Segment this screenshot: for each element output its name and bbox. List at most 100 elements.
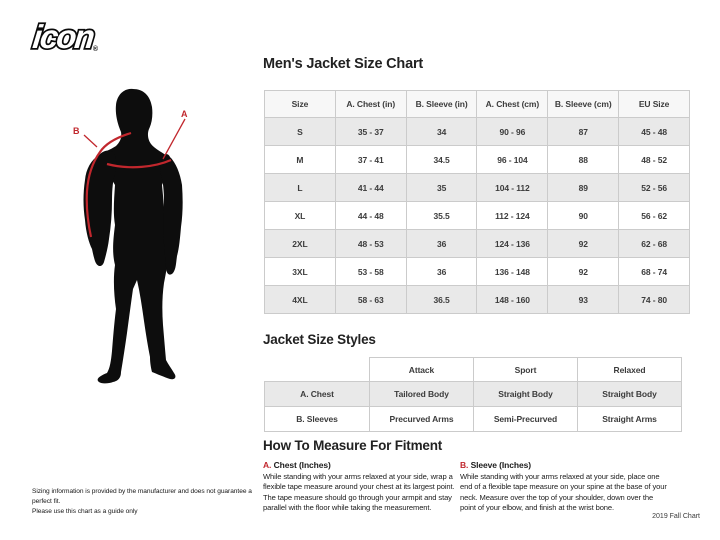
label-b: B — [73, 126, 80, 136]
column-header: EU Size — [618, 90, 690, 118]
table-cell: 56 - 62 — [618, 201, 690, 230]
table-cell: 62 - 68 — [618, 229, 690, 258]
table-cell: Straight Body — [577, 381, 682, 407]
measure-section-chest: A. Chest (Inches) While standing with yo… — [263, 460, 460, 514]
column-header: Relaxed — [577, 357, 682, 382]
table-cell: 36.5 — [405, 285, 478, 314]
column-header: A. Chest (cm) — [476, 90, 549, 118]
table-cell: 148 - 160 — [476, 285, 549, 314]
table-cell: 89 — [547, 173, 620, 202]
disclaimer-line-1: Sizing information is provided by the ma… — [32, 488, 252, 506]
header-row: Size A. Chest (in) B. Sleeve (in) A. Chest … — [264, 90, 690, 118]
column-header: B. Sleeve (cm) — [547, 90, 620, 118]
header-row: Attack Sport Relaxed — [265, 357, 682, 382]
table-cell: 36 — [405, 229, 478, 258]
table-cell: 45 - 48 — [618, 117, 690, 146]
disclaimer-line-2: Please use this chart as a guide only — [32, 508, 138, 516]
table-cell: 136 - 148 — [476, 257, 549, 286]
table-row: 3XL 53 - 58 36 136 - 148 92 68 - 74 — [264, 257, 690, 286]
edition-label: 2019 Fall Chart — [652, 513, 700, 520]
table-cell: 34.5 — [405, 145, 478, 174]
column-header: A. Chest (in) — [334, 90, 407, 118]
table-row: M 37 - 41 34.5 96 - 104 88 48 - 52 — [264, 145, 690, 174]
styles-chart-table: Attack Sport Relaxed A. Chest Tailored Body… — [264, 357, 682, 432]
table-cell: Straight Body — [473, 381, 578, 407]
measure-section-sleeve: B. Sleeve (Inches) While standing with y… — [460, 460, 667, 514]
table-row: L 41 - 44 35 104 - 112 89 52 - 56 — [264, 173, 690, 202]
table-cell: 68 - 74 — [618, 257, 690, 286]
table-cell: 96 - 104 — [476, 145, 549, 174]
table-cell: 74 - 80 — [618, 285, 690, 314]
table-cell: 36 — [405, 257, 478, 286]
table-cell: 48 - 52 — [618, 145, 690, 174]
table-cell: 37 - 41 — [334, 145, 407, 174]
table-cell: 92 — [547, 257, 620, 286]
table-cell: Straight Arms — [577, 406, 682, 432]
size-chart-body: S 35 - 37 34 90 - 96 87 45 - 48 M 37 - 41 34.5 96… — [264, 117, 690, 314]
sleeve-measure-line — [85, 131, 132, 238]
table-cell: 93 — [547, 285, 620, 314]
table-cell: 112 - 124 — [476, 201, 549, 230]
table-row: 2XL 48 - 53 36 124 - 136 92 62 - 68 — [264, 229, 690, 258]
b-pointer-line — [83, 134, 98, 148]
table-cell: S — [264, 117, 336, 146]
blank-corner-cell — [265, 358, 370, 382]
measure-chest-body: While standing with your arms relaxed at… — [263, 472, 455, 513]
size-chart-title: Men's Jacket Size Chart — [263, 56, 424, 72]
column-header: Size — [264, 90, 336, 118]
table-cell: M — [264, 145, 336, 174]
table-cell: 87 — [547, 117, 620, 146]
table-row: B. Sleeves Precurved Arms Semi-Precurved St… — [264, 406, 682, 432]
table-cell: Semi-Precurved — [473, 406, 578, 432]
measure-sleeve-body: While standing with your arms relaxed at… — [460, 472, 667, 513]
table-cell: 34 — [405, 117, 478, 146]
table-cell: 124 - 136 — [476, 229, 549, 258]
table-cell: A. Chest — [264, 381, 370, 407]
column-header: Sport — [473, 357, 578, 382]
table-cell: 53 - 58 — [334, 257, 407, 286]
size-chart-header: Size A. Chest (in) B. Sleeve (in) A. Chest … — [264, 90, 690, 118]
table-cell: B. Sleeves — [264, 406, 370, 432]
measure-chest-heading-text: Chest (Inches) — [273, 460, 331, 470]
table-cell: 35 — [405, 173, 478, 202]
table-cell: L — [264, 173, 336, 202]
column-header: Attack — [369, 357, 474, 382]
body-silhouette-icon — [83, 88, 183, 384]
table-cell: 92 — [547, 229, 620, 258]
registered-trademark-icon: ® — [92, 46, 99, 53]
measurement-figure: A B — [73, 88, 188, 384]
table-row: XL 44 - 48 35.5 112 - 124 90 56 - 62 — [264, 201, 690, 230]
measurement-lines — [83, 118, 186, 238]
table-cell: 90 — [547, 201, 620, 230]
table-cell: 44 - 48 — [334, 201, 407, 230]
size-chart-table: Size A. Chest (in) B. Sleeve (in) A. Chest … — [264, 90, 690, 314]
table-cell: 48 - 53 — [334, 229, 407, 258]
table-cell: 35 - 37 — [334, 117, 407, 146]
chest-measure-line — [106, 158, 172, 169]
a-pointer-line — [162, 118, 186, 160]
table-cell: XL — [264, 201, 336, 230]
styles-chart-body: A. Chest Tailored Body Straight Body Straig… — [264, 381, 682, 432]
table-cell: 35.5 — [405, 201, 478, 230]
table-cell: 58 - 63 — [334, 285, 407, 314]
table-cell: 3XL — [264, 257, 336, 286]
measure-sleeve-heading-text: Sleeve (Inches) — [470, 460, 532, 470]
table-row: A. Chest Tailored Body Straight Body Straig… — [264, 381, 682, 407]
styles-chart-title: Jacket Size Styles — [263, 332, 376, 347]
table-cell: Precurved Arms — [369, 406, 474, 432]
disclaimer-text: Sizing information is provided by the ma… — [32, 487, 252, 518]
measure-sleeve-heading: B. Sleeve (Inches) — [460, 460, 667, 470]
styles-chart-header: Attack Sport Relaxed — [265, 357, 682, 382]
table-cell: 90 - 96 — [476, 117, 549, 146]
column-header: B. Sleeve (in) — [405, 90, 478, 118]
measure-title: How To Measure For Fitment — [263, 438, 443, 453]
measure-sleeve-prefix: B. — [460, 460, 469, 470]
table-cell: 2XL — [264, 229, 336, 258]
table-cell: 41 - 44 — [334, 173, 407, 202]
table-cell: Tailored Body — [369, 381, 474, 407]
table-row: 4XL 58 - 63 36.5 148 - 160 93 74 - 80 — [264, 285, 690, 314]
table-cell: 88 — [547, 145, 620, 174]
brand-logo-text: icon — [29, 16, 96, 56]
label-a: A — [181, 109, 188, 119]
measure-chest-heading: A. Chest (Inches) — [263, 460, 460, 470]
